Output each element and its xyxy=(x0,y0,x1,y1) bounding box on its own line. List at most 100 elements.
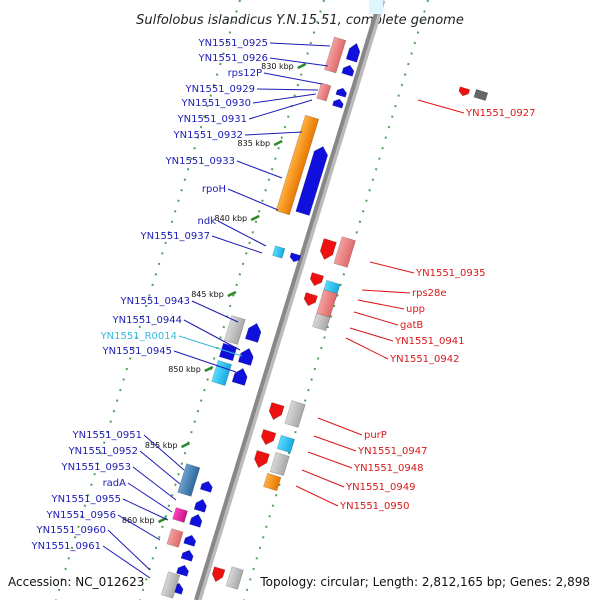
left-gene-label: YN1551_0943 xyxy=(120,296,191,307)
left-label-leader xyxy=(252,93,317,104)
right-gene-label: gatB xyxy=(400,320,423,331)
genome-backbone xyxy=(194,0,386,600)
left-gene-label: rps12P xyxy=(228,68,262,79)
left-label-leader xyxy=(217,220,267,247)
reverse-band xyxy=(314,289,338,323)
left-label-leader xyxy=(211,235,263,254)
reverse-band xyxy=(312,312,331,332)
kbp-tick-label: 835 kbp xyxy=(238,139,271,148)
left-label-leader xyxy=(122,498,169,521)
forward-gene xyxy=(180,549,194,562)
right-gene-label: upp xyxy=(406,304,425,315)
left-gene-label: YN1551_0960 xyxy=(36,525,107,536)
accession-text: Accession: NC_012623 xyxy=(8,575,144,589)
left-gene-label: YN1551_0926 xyxy=(198,53,269,64)
backbone-line xyxy=(194,0,382,600)
reverse-band xyxy=(263,472,282,492)
forward-band xyxy=(316,82,332,102)
right-label-leader xyxy=(349,327,394,342)
left-gene-label: rpoH xyxy=(202,184,226,195)
left-label-leader xyxy=(143,434,185,471)
gene-features xyxy=(160,36,489,599)
left-gene-label: YN1551_0931 xyxy=(177,114,248,125)
right-label-leader xyxy=(295,485,339,507)
forward-gene xyxy=(176,564,189,577)
reverse-band xyxy=(225,566,244,590)
left-gene-label: YN1551_0952 xyxy=(68,446,139,457)
right-label-leader xyxy=(357,299,405,310)
left-label-leader xyxy=(132,466,177,501)
reverse-gene xyxy=(309,272,325,287)
forward-band xyxy=(177,463,201,497)
right-label-leader xyxy=(417,99,465,114)
kbp-tick-label: 855 kbp xyxy=(145,441,178,450)
reverse-gene xyxy=(260,429,277,446)
reverse-band xyxy=(276,434,295,454)
right-gene-label: YN1551_0948 xyxy=(353,463,424,474)
left-label-leader xyxy=(256,88,319,91)
right-gene-label: YN1551_0949 xyxy=(345,482,416,493)
right-label-leader xyxy=(307,451,353,469)
forward-gene xyxy=(199,480,213,493)
kbp-tick-mark xyxy=(250,214,260,222)
forward-gene xyxy=(244,322,262,343)
right-label-leader xyxy=(361,289,411,294)
left-gene-label: ndk xyxy=(198,216,217,227)
right-gene-label: YN1551_0941 xyxy=(394,336,465,347)
right-gene-label: purP xyxy=(364,430,387,441)
forward-band xyxy=(172,507,188,523)
right-gene-label: YN1551_0947 xyxy=(357,446,428,457)
reverse-band xyxy=(269,452,290,476)
kbp-tick-mark xyxy=(297,62,307,70)
forward-gene xyxy=(193,498,207,513)
kbp-tick-label: 840 kbp xyxy=(215,214,248,223)
left-gene-label: YN1551_0944 xyxy=(112,315,183,326)
left-label-leader xyxy=(183,319,241,351)
left-gene-label: YN1551_0925 xyxy=(198,38,269,49)
left-label-leader xyxy=(269,57,329,67)
left-label-leader xyxy=(107,529,151,571)
forward-gene xyxy=(332,98,344,109)
left-gene-label: radA xyxy=(103,478,127,489)
forward-band xyxy=(272,245,286,259)
left-label-leader xyxy=(236,160,283,179)
forward-band xyxy=(160,571,181,599)
left-label-leader xyxy=(117,514,161,541)
left-label-leader xyxy=(102,545,151,579)
forward-band xyxy=(324,36,347,74)
right-label-leader xyxy=(313,435,357,452)
left-gene-label: YN1551_0929 xyxy=(185,84,256,95)
right-gene-label: YN1551_0935 xyxy=(415,268,486,279)
reverse-gene xyxy=(319,238,337,260)
left-gene-label: YN1551_0956 xyxy=(46,510,117,521)
backbone-top-cap xyxy=(369,0,383,14)
kbp-tick-mark xyxy=(273,139,283,147)
left-gene-label: YN1551_R0014 xyxy=(100,331,177,342)
reverse-gene xyxy=(211,566,226,583)
right-gene-label: YN1551_0950 xyxy=(339,501,410,512)
forward-gene xyxy=(237,347,254,366)
left-label-leader xyxy=(263,72,323,85)
forward-gene xyxy=(335,87,348,98)
left-label-leader xyxy=(227,188,279,211)
topology-text: Topology: circular; Length: 2,812,165 bp… xyxy=(259,575,590,589)
left-gene-label: YN1551_0930 xyxy=(181,98,252,109)
reverse-band xyxy=(473,89,489,101)
forward-gene xyxy=(231,367,248,386)
left-gene-label: YN1551_0951 xyxy=(72,430,143,441)
reverse-gene xyxy=(303,292,318,307)
right-gene-label: rps28e xyxy=(412,288,447,299)
reverse-gene xyxy=(458,86,471,97)
kbp-tick-mark xyxy=(204,365,214,373)
left-label-leader xyxy=(178,335,243,357)
label-leaders xyxy=(102,42,465,579)
left-gene-label: YN1551_0937 xyxy=(140,231,211,242)
forward-gene xyxy=(341,64,355,77)
reverse-band xyxy=(333,236,356,268)
left-label-leader xyxy=(269,42,331,47)
left-gene-label: YN1551_0945 xyxy=(102,346,173,357)
left-label-leader xyxy=(248,99,313,120)
kbp-tick-mark xyxy=(180,441,191,449)
left-gene-label: YN1551_0932 xyxy=(173,130,244,141)
